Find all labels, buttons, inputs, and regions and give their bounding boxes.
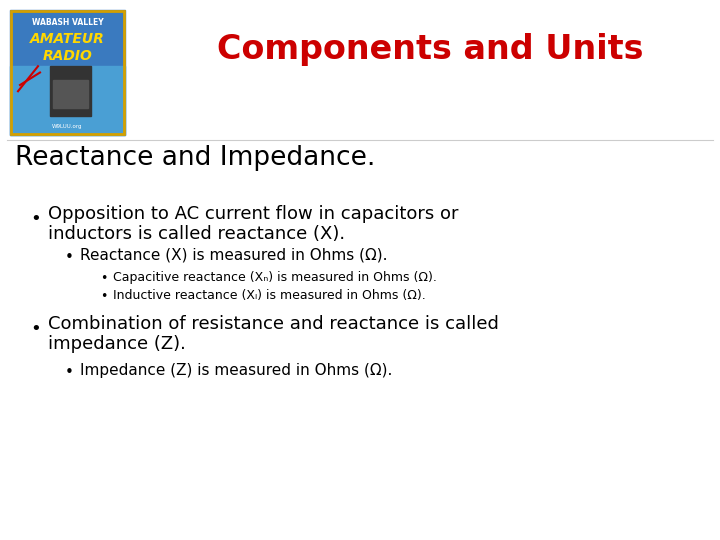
Text: W9LUU.org: W9LUU.org	[53, 124, 83, 129]
Text: Components and Units: Components and Units	[217, 33, 643, 66]
Text: RADIO: RADIO	[42, 49, 92, 63]
Text: Opposition to AC current flow in capacitors or: Opposition to AC current flow in capacit…	[48, 205, 459, 223]
Bar	[53, 80, 88, 107]
Text: WABASH VALLEY: WABASH VALLEY	[32, 18, 103, 27]
Text: •: •	[30, 210, 41, 228]
Text: •: •	[30, 320, 41, 338]
Text: impedance (Z).: impedance (Z).	[48, 335, 186, 353]
Bar	[10, 66, 125, 135]
Text: •: •	[100, 272, 107, 285]
Text: Capacitive reactance (Xₙ) is measured in Ohms (Ω).: Capacitive reactance (Xₙ) is measured in…	[113, 271, 437, 284]
Text: Combination of resistance and reactance is called: Combination of resistance and reactance …	[48, 315, 499, 333]
Text: Inductive reactance (Xₗ) is measured in Ohms (Ω).: Inductive reactance (Xₗ) is measured in …	[113, 289, 426, 302]
Text: Impedance (Z) is measured in Ohms (Ω).: Impedance (Z) is measured in Ohms (Ω).	[80, 363, 392, 378]
Text: Reactance and Impedance.: Reactance and Impedance.	[15, 145, 375, 171]
Text: inductors is called reactance (X).: inductors is called reactance (X).	[48, 225, 345, 243]
Bar	[50, 66, 91, 116]
Bar	[10, 10, 125, 135]
Text: Reactance (X) is measured in Ohms (Ω).: Reactance (X) is measured in Ohms (Ω).	[80, 248, 387, 263]
Text: AMATEUR: AMATEUR	[30, 32, 105, 46]
Text: •: •	[100, 290, 107, 303]
Text: •: •	[65, 250, 74, 265]
Text: •: •	[65, 365, 74, 380]
